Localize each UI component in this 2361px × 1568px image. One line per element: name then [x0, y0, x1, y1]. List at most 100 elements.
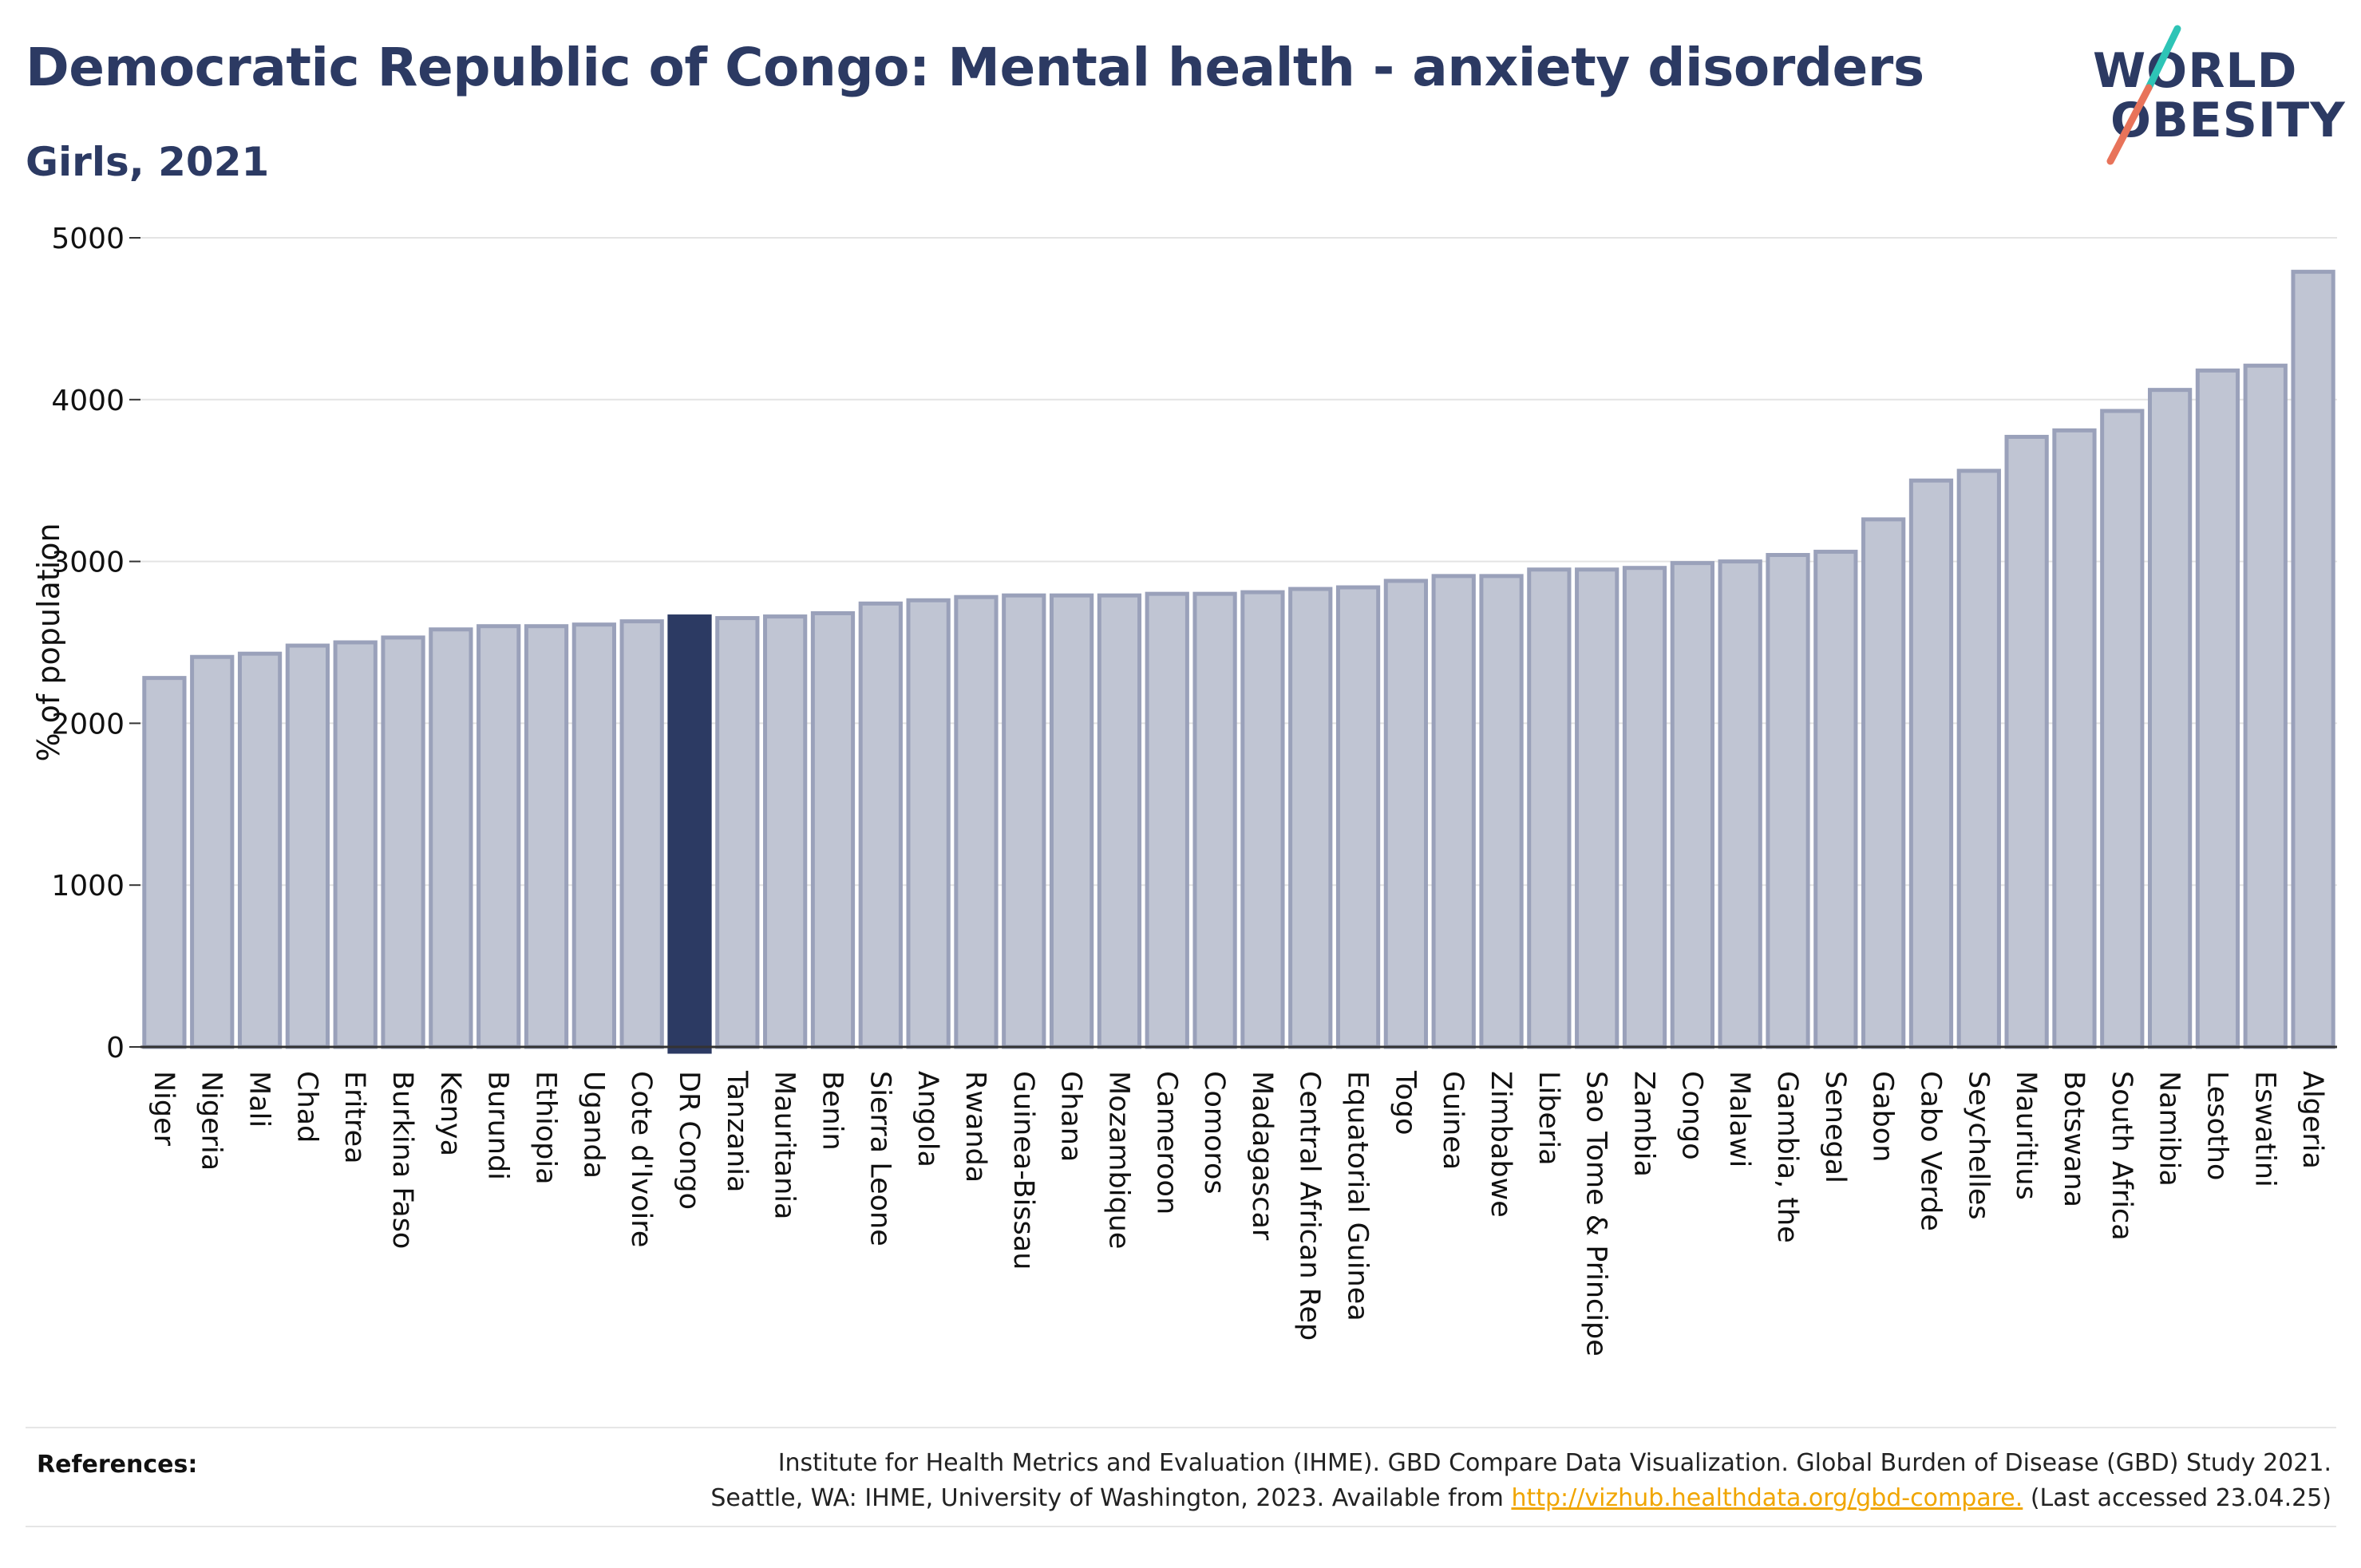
x-tick-label: Senegal: [1819, 1071, 1851, 1183]
y-tick-label: 1000: [51, 870, 125, 902]
bar: [2052, 428, 2097, 1049]
y-tick-label: 2000: [51, 708, 125, 741]
x-tick-label: Ghana: [1055, 1071, 1087, 1162]
references-line-2: Seattle, WA: IHME, University of Washing…: [710, 1481, 2331, 1516]
bar: [1766, 552, 1810, 1049]
bar: [477, 624, 521, 1049]
x-tick-label: Malawi: [1723, 1071, 1755, 1167]
bar: [1527, 567, 1572, 1049]
x-tick-label: Ethiopia: [530, 1071, 562, 1185]
x-tick-label: Gambia, the: [1771, 1071, 1803, 1243]
bar: [2291, 270, 2335, 1049]
bar-chart: 0 1000 2000 3000 4000 5000 % of population Nige…: [31, 223, 2337, 1357]
logo-slash-icon: [2106, 25, 2181, 165]
bar: [1670, 561, 1714, 1049]
x-tick-label: Central African Rep: [1294, 1071, 1326, 1341]
bar: [1813, 549, 1858, 1049]
x-tick-label: Guinea: [1437, 1071, 1469, 1170]
x-tick-label: Chad: [291, 1071, 322, 1143]
x-tick-label: South Africa: [2106, 1071, 2138, 1241]
x-tick-label: Niger: [148, 1071, 180, 1147]
x-tick-label: Sao Tome & Principe: [1580, 1071, 1612, 1357]
x-tick-label: Zambia: [1628, 1071, 1660, 1177]
bar: [1908, 478, 1954, 1049]
bar: [1049, 593, 1094, 1049]
x-tick-label: Sierra Leone: [864, 1071, 896, 1246]
x-tick-label: Cabo Verde: [1914, 1071, 1946, 1231]
x-tick-label: Benin: [816, 1071, 848, 1151]
bar: [285, 643, 330, 1049]
references-label: References:: [37, 1451, 198, 1479]
bar: [1145, 591, 1189, 1049]
bar: [142, 676, 187, 1049]
x-tick-label: Cameroon: [1150, 1071, 1182, 1215]
x-tick-label: Zimbabwe: [1485, 1071, 1517, 1218]
x-tick-label: Namibia: [2153, 1071, 2185, 1187]
x-tick-label: Liberia: [1532, 1071, 1564, 1166]
x-tick-label: Uganda: [577, 1071, 609, 1179]
bar: [429, 627, 473, 1049]
x-tick-label: Lesotho: [2201, 1071, 2232, 1180]
x-tick-label: Rwanda: [959, 1071, 991, 1183]
bar: [1622, 566, 1667, 1049]
x-tick-label: Mauritania: [769, 1071, 801, 1219]
references-text: Institute for Health Metrics and Evaluat…: [710, 1446, 2331, 1516]
x-tick-label: Congo: [1675, 1071, 1707, 1160]
y-tick-label: 4000: [51, 385, 125, 417]
x-tick-label: Burundi: [482, 1071, 514, 1180]
bar: [1288, 587, 1333, 1049]
bar: [1575, 567, 1619, 1049]
bar: [954, 594, 999, 1049]
x-tick-label: Botswana: [2058, 1071, 2090, 1207]
logo-text-line1: WORLD: [2093, 43, 2298, 99]
bar: [2004, 434, 2049, 1049]
x-tick-label: Madagascar: [1246, 1071, 1278, 1241]
x-tick-label: Guinea-Bissau: [1007, 1071, 1039, 1270]
x-tick-label: DR Congo: [673, 1071, 705, 1210]
references-panel: References: Institute for Health Metrics…: [26, 1427, 2336, 1527]
references-line-2-prefix: Seattle, WA: IHME, University of Washing…: [710, 1484, 1512, 1512]
x-tick-label: Mali: [243, 1071, 275, 1128]
bar: [1718, 559, 1762, 1049]
bar: [667, 614, 712, 1054]
bar: [1861, 517, 1906, 1049]
bar: [1479, 574, 1524, 1049]
references-link[interactable]: http://vizhub.healthdata.org/gbd-compare…: [1511, 1484, 2023, 1512]
x-tick-label: Algeria: [2296, 1071, 2328, 1169]
x-tick-label: Tanzania: [721, 1070, 753, 1192]
bar: [571, 622, 616, 1049]
references-line-1: Institute for Health Metrics and Evaluat…: [777, 1449, 2331, 1477]
bar: [2147, 388, 2193, 1049]
x-tick-label: Mauritius: [2010, 1071, 2042, 1200]
bar: [381, 635, 425, 1049]
x-tick-label: Eswatini: [2248, 1071, 2280, 1187]
references-line-2-suffix: (Last accessed 23.04.25): [2023, 1484, 2331, 1512]
y-tick-label: 0: [106, 1032, 125, 1064]
x-tick-label: Nigeria: [196, 1071, 227, 1171]
bar: [2195, 368, 2240, 1049]
x-tick-label: Eritrea: [338, 1071, 370, 1164]
bar: [1956, 468, 2001, 1049]
bar: [763, 614, 808, 1049]
x-tick-label: Kenya: [434, 1071, 466, 1156]
bar: [906, 598, 951, 1049]
bar: [1192, 591, 1237, 1049]
bar: [2100, 409, 2145, 1049]
x-tick-label: Mozambique: [1102, 1071, 1134, 1249]
bar: [858, 601, 903, 1049]
bar: [619, 619, 664, 1049]
world-obesity-logo: WORLD OBESITY: [2083, 22, 2345, 166]
x-tick-label: Gabon: [1867, 1071, 1899, 1162]
bar: [1097, 593, 1142, 1049]
y-axis-label: % of population: [31, 523, 66, 761]
bar: [2243, 363, 2288, 1049]
y-tick-label: 5000: [51, 223, 125, 255]
logo-text-line2: OBESITY: [2110, 93, 2346, 148]
bar: [1431, 574, 1476, 1049]
x-tick-label: Seychelles: [1962, 1071, 1994, 1220]
x-tick-label: Burkina Faso: [386, 1071, 418, 1249]
x-tick-label: Togo: [1389, 1070, 1421, 1135]
page-subtitle: Girls, 2021: [26, 139, 270, 185]
bar: [1335, 585, 1381, 1049]
x-tick-label: Cote d'Ivoire: [625, 1071, 657, 1247]
